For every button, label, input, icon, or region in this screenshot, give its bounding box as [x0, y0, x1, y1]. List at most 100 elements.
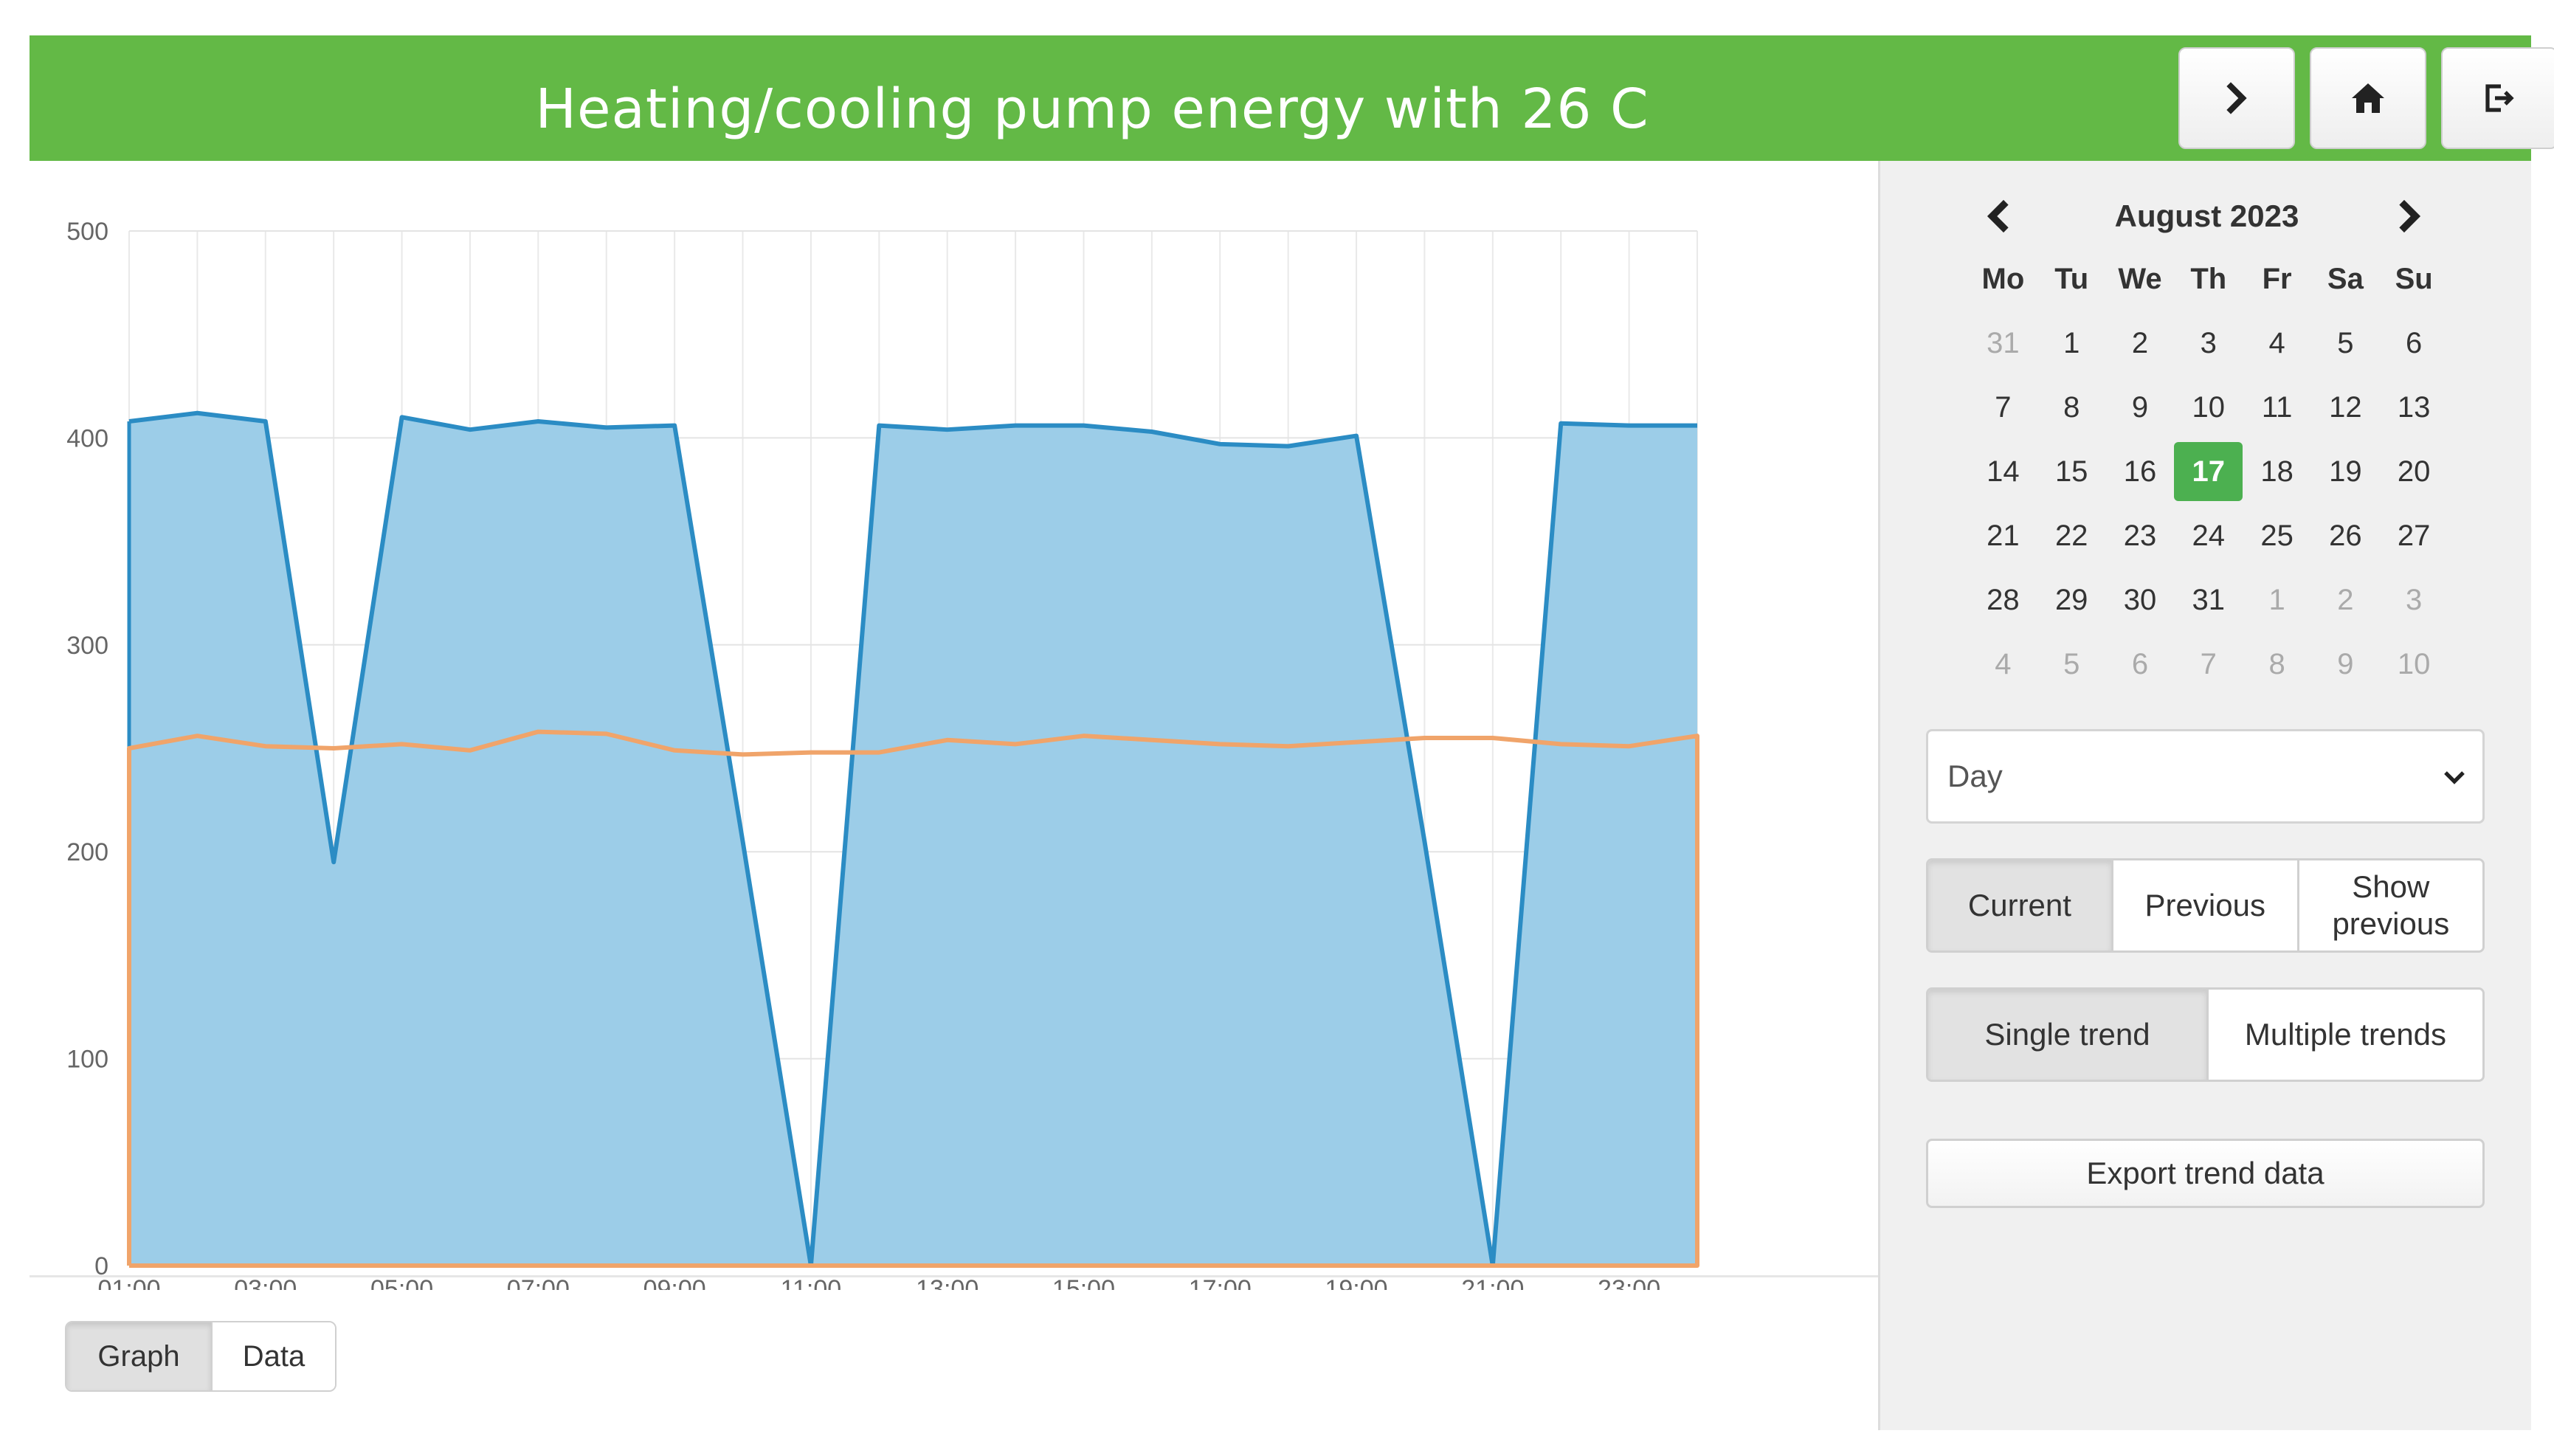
x-tick-label: 11:00 [781, 1275, 842, 1290]
calendar-day[interactable]: 1 [2268, 583, 2285, 616]
calendar-day[interactable]: 2 [2131, 326, 2149, 359]
export-trend-data-button[interactable]: Export trend data [1926, 1139, 2485, 1208]
period-select-value: Day [1947, 759, 2003, 793]
calendar-week-row: 7 8 9 10 11 12 13 [1969, 378, 2448, 442]
page-title: Heating/cooling pump energy with 26 C [535, 77, 1649, 141]
chart-panel: 0 100 200 300 400 500 01:00 03:00 05:00 07:00 09:0… [30, 161, 1878, 1430]
calendar-day[interactable]: 5 [2063, 647, 2080, 680]
calendar-day-selected[interactable]: 17 [2174, 442, 2243, 501]
data-tab[interactable]: Data [211, 1322, 335, 1390]
home-button[interactable] [2310, 47, 2426, 149]
y-tick-label: 400 [66, 424, 108, 452]
weekday-label: Sa [2327, 262, 2364, 295]
prev-month-icon[interactable] [1981, 198, 2018, 235]
x-tick-label: 13:00 [916, 1275, 979, 1290]
x-tick-label: 23:00 [1598, 1275, 1660, 1290]
weekday-label: Th [2190, 262, 2227, 295]
weekday-label: Mo [1981, 262, 2025, 295]
calendar-week-row: 21 22 23 24 25 26 27 [1969, 506, 2448, 570]
calendar-day[interactable]: 7 [1995, 390, 2012, 424]
x-tick-label: 07:00 [507, 1275, 570, 1290]
calendar-day[interactable]: 10 [2192, 390, 2226, 424]
calendar-day[interactable]: 11 [2261, 390, 2293, 424]
calendar-day[interactable]: 14 [1987, 455, 2020, 488]
graph-tab[interactable]: Graph [66, 1322, 211, 1390]
energy-chart: 0 100 200 300 400 500 01:00 03:00 05:00 07:00 09:0… [66, 218, 1699, 1290]
calendar-day[interactable]: 2 [2337, 583, 2354, 616]
calendar-day[interactable]: 4 [2268, 326, 2285, 359]
x-tick-label: 03:00 [234, 1275, 297, 1290]
period-buttons: Current Previous Show previous [1926, 858, 2485, 953]
calendar-day[interactable]: 9 [2337, 647, 2354, 680]
calendar-week-row: 31 1 2 3 4 5 6 [1969, 314, 2448, 378]
calendar-day[interactable]: 3 [2200, 326, 2217, 359]
calendar-day[interactable]: 8 [2063, 390, 2080, 424]
calendar-day[interactable]: 10 [2397, 647, 2431, 680]
calendar-day[interactable]: 13 [2397, 390, 2431, 424]
calendar-day[interactable]: 24 [2192, 519, 2226, 552]
y-tick-label: 300 [66, 632, 108, 660]
single-trend-button[interactable]: Single trend [1928, 990, 2206, 1080]
calendar-week-row: 14 15 16 17 18 19 20 [1969, 442, 2448, 506]
calendar-day[interactable]: 31 [2192, 583, 2226, 616]
calendar-day[interactable]: 9 [2131, 390, 2149, 424]
header-bar: Heating/cooling pump energy with 26 C [30, 35, 2554, 161]
calendar-day[interactable]: 19 [2329, 455, 2362, 488]
weekday-label: Su [2395, 262, 2433, 295]
y-tick-label: 500 [66, 218, 108, 246]
chevron-right-icon [2226, 82, 2247, 114]
series-line [127, 729, 1699, 1268]
next-month-icon[interactable] [2389, 198, 2426, 235]
calendar-day[interactable]: 25 [2260, 519, 2294, 552]
home-icon [2352, 83, 2384, 113]
calendar-day[interactable]: 31 [1987, 326, 2020, 359]
calendar-day[interactable]: 18 [2260, 455, 2294, 488]
calendar-day[interactable]: 4 [1995, 647, 2012, 680]
x-tick-label: 21:00 [1461, 1275, 1524, 1290]
side-panel: August 2023 Mo Tu We Th Fr Sa Su 31 1 2 3 4 5 6 7 8 9 10 1… [1878, 161, 2531, 1430]
calendar-day[interactable]: 6 [2406, 326, 2423, 359]
calendar-day[interactable]: 7 [2200, 647, 2217, 680]
previous-button[interactable]: Previous [2110, 860, 2297, 950]
trend-buttons: Single trend Multiple trends [1926, 987, 2485, 1082]
x-tick-label: 19:00 [1325, 1275, 1387, 1290]
calendar-day[interactable]: 21 [1987, 519, 2020, 552]
calendar-week-row: 4 5 6 7 8 9 10 [1969, 635, 2448, 699]
calendar-day[interactable]: 28 [1987, 583, 2020, 616]
calendar-day[interactable]: 5 [2337, 326, 2354, 359]
forward-button[interactable] [2178, 47, 2295, 149]
calendar-day[interactable]: 3 [2406, 583, 2423, 616]
calendar-day[interactable]: 8 [2268, 647, 2285, 680]
period-select[interactable]: Day [1926, 729, 2485, 824]
calendar-day[interactable]: 16 [2123, 455, 2157, 488]
weekday-label: We [2118, 262, 2162, 295]
calendar-header: August 2023 [1880, 190, 2533, 242]
calendar-week-row: 28 29 30 31 1 2 3 [1969, 570, 2448, 635]
y-tick-label: 0 [94, 1252, 108, 1280]
multiple-trends-button[interactable]: Multiple trends [2206, 990, 2482, 1080]
calendar-day[interactable]: 30 [2123, 583, 2157, 616]
x-tick-label: 05:00 [370, 1275, 433, 1290]
calendar-day[interactable]: 6 [2131, 647, 2149, 680]
x-tick-label: 15:00 [1052, 1275, 1115, 1290]
weekday-label: Fr [2262, 262, 2292, 295]
series-area-fill [129, 413, 1697, 1266]
current-button[interactable]: Current [1928, 860, 2111, 950]
weekday-label: Tu [2054, 262, 2089, 295]
calendar-day[interactable]: 20 [2397, 455, 2431, 488]
calendar-month: August 2023 [2114, 199, 2299, 233]
calendar-day[interactable]: 15 [2054, 455, 2088, 488]
calendar-day[interactable]: 29 [2054, 583, 2088, 616]
calendar-day[interactable]: 1 [2063, 326, 2080, 359]
calendar-day[interactable]: 27 [2397, 519, 2431, 552]
calendar-day[interactable]: 22 [2054, 519, 2088, 552]
calendar-weekday-row: Mo Tu We Th Fr Sa Su [1969, 249, 2448, 314]
calendar-day[interactable]: 12 [2329, 390, 2362, 424]
calendar-day[interactable]: 23 [2123, 519, 2157, 552]
calendar-day[interactable]: 26 [2329, 519, 2362, 552]
logout-icon [2485, 84, 2514, 112]
logout-button[interactable] [2441, 47, 2554, 149]
series-line [128, 410, 1697, 1268]
calendar-grid: Mo Tu We Th Fr Sa Su 31 1 2 3 4 5 6 7 8 9 10 11 12 13 14 15 16 1… [1969, 249, 2448, 699]
show-previous-button[interactable]: Show previous [2296, 860, 2482, 950]
